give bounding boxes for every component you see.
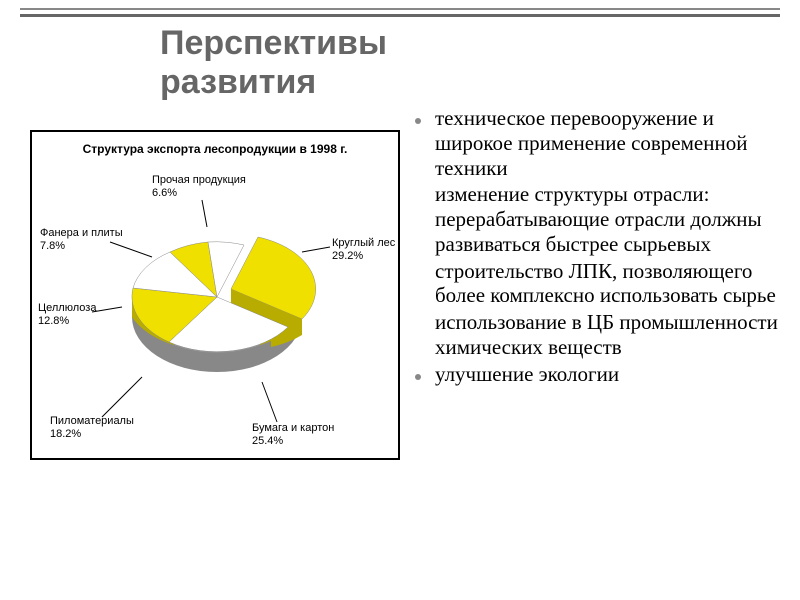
slice-label-4: Фанера и плиты7.8% — [40, 227, 123, 253]
title-line1: Перспективы — [160, 24, 387, 62]
bullet-text: изменение структуры отрасли: перерабатыв… — [435, 182, 780, 256]
title-line2: развития — [160, 63, 316, 101]
list-item: улучшение экологии — [415, 362, 780, 387]
pie-chart — [112, 187, 322, 397]
bullet-list: техническое перевооружение и широкое при… — [415, 106, 780, 388]
pie-top — [132, 237, 316, 352]
page-title: Перспективы развития — [160, 24, 387, 102]
list-item: техническое перевооружение и широкое при… — [415, 106, 780, 180]
bullet-dot-icon — [415, 118, 421, 124]
list-item: строительство ЛПК, позволяющего более ко… — [415, 259, 780, 309]
bullet-text: использование в ЦБ промышленности химиче… — [435, 310, 780, 360]
chart-title: Структура экспорта лесопродукции в 1998 … — [32, 142, 398, 156]
bullet-text: техническое перевооружение и широкое при… — [435, 106, 780, 180]
slice-label-3: Целлюлоза12.8% — [38, 302, 96, 328]
slice-label-1: Бумага и картон25.4% — [252, 422, 334, 448]
chart-container: Структура экспорта лесопродукции в 1998 … — [30, 130, 400, 460]
bullet-text: улучшение экологии — [435, 362, 619, 387]
slice-label-2: Пиломатериалы18.2% — [50, 415, 134, 441]
bullet-dot-icon — [415, 374, 421, 380]
list-item: изменение структуры отрасли: перерабатыв… — [415, 182, 780, 256]
slice-label-0: Круглый лес29.2% — [332, 237, 395, 263]
top-rule-thin — [20, 8, 780, 10]
slice-label-5: Прочая продукция6.6% — [152, 174, 246, 200]
top-rule — [20, 14, 780, 17]
list-item: использование в ЦБ промышленности химиче… — [415, 310, 780, 360]
bullet-text: строительство ЛПК, позволяющего более ко… — [435, 259, 780, 309]
